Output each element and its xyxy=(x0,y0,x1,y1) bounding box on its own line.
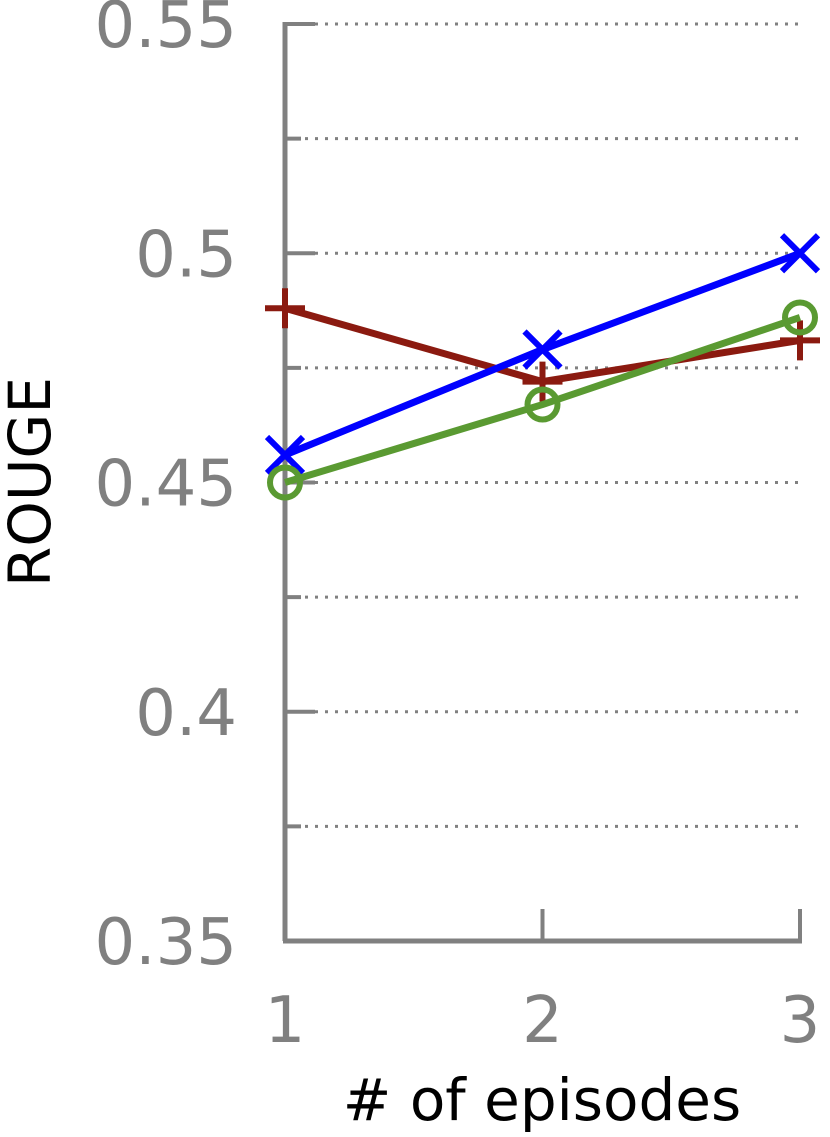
series xyxy=(264,233,821,501)
y-tick-label: 0.55 xyxy=(95,0,238,63)
y-tick-label: 0.5 xyxy=(135,218,237,292)
series-3-point xyxy=(267,464,303,501)
y-tick-label: 0.35 xyxy=(95,906,238,980)
series-1-point xyxy=(780,320,820,361)
y-axis-title: ROUGE xyxy=(0,377,64,587)
x-axis-title: # of episodes xyxy=(343,1066,741,1134)
y-tick-label: 0.45 xyxy=(95,448,238,522)
y-tick-label: 0.4 xyxy=(135,677,237,751)
series-3-point xyxy=(524,386,561,423)
x-tick-label: 1 xyxy=(265,984,306,1058)
series-1-point xyxy=(265,288,305,329)
y-ticks: 0.35 0.4 0.45 0.5 0.55 xyxy=(95,0,315,980)
series-3-line xyxy=(283,314,802,486)
x-ticks: 1 2 3 xyxy=(265,909,821,1058)
grid-lines xyxy=(285,22,802,828)
axes xyxy=(282,22,802,944)
series-3-point xyxy=(782,299,818,336)
series-2-point xyxy=(522,329,563,370)
x-tick-label: 3 xyxy=(780,984,821,1058)
series-1-point xyxy=(522,361,563,402)
x-tick-label: 2 xyxy=(522,984,563,1058)
series-2-point xyxy=(264,434,306,476)
series-2-point xyxy=(779,233,821,274)
